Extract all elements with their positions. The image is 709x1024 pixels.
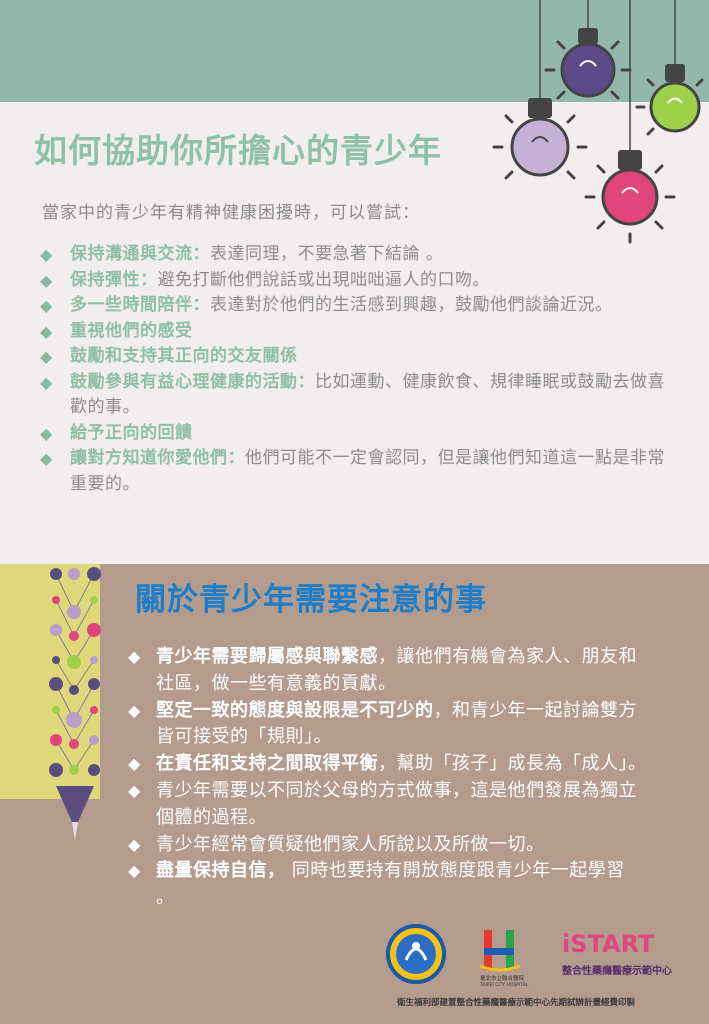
list-item: ◆ 保持彈性：避免打斷他們說話或出現咄咄逼人的口吻。 [40, 268, 670, 294]
purple-bulb-icon [544, 28, 632, 100]
list-item: ◆ 青少年需要以不同於父母的方式做事，這是他們發展為獨立個體的過程。 [128, 779, 637, 828]
diamond-bullet-icon: ◆ [128, 700, 141, 720]
diamond-bullet-icon: ◆ [40, 296, 53, 315]
diamond-bullet-icon: ◆ [128, 861, 141, 881]
list-item: ◆ 鼓勵和支持其正向的交友關係 [40, 344, 670, 370]
diamond-bullet-icon: ◆ [40, 423, 53, 443]
list-item: ◆ 保持溝通與交流：表達同理，不要急著下結論 。 [40, 242, 670, 268]
notes-list: ◆ 青少年需要歸屬感與聯繫感，讓他們有機會為家人、朋友和社區，做一些有意義的貢獻。… [128, 644, 648, 912]
section-title: 關於青少年需要注意的事 [135, 582, 487, 618]
diamond-bullet-icon: ◆ [40, 449, 53, 468]
green-bulb-icon [635, 64, 704, 136]
light-bulbs-illustration [492, 0, 704, 244]
upper-panel [0, 102, 709, 564]
lavender-bulb-icon [492, 98, 588, 180]
diamond-bullet-icon: ◆ [128, 834, 141, 854]
footer-text: 衛生福利部建置整合性藥癮醫療示範中心先期試辦計畫經費印製 [397, 998, 636, 1008]
svg-text:iSTART: iSTART [562, 930, 655, 958]
list-item: ◆ 多一些時間陪伴：表達對於他們的生活感到興趣，鼓勵他們談論近況。 [40, 293, 670, 319]
diamond-bullet-icon: ◆ [40, 321, 53, 341]
pink-bulb-icon [584, 150, 676, 244]
sponsor-logos: 臺北市立聯合醫院 TAIPEI CITY HOSPITAL iSTART 整合性… [386, 924, 672, 988]
diamond-bullet-icon: ◆ [40, 347, 53, 366]
svg-text:臺北市立聯合醫院: 臺北市立聯合醫院 [480, 974, 525, 982]
list-item: ◆ 堅定一致的態度與設限是不可少的，和青少年一起討論雙方皆可接受的「規則」。 [128, 699, 637, 748]
taipei-city-hospital-logo: 臺北市立聯合醫院 TAIPEI CITY HOSPITAL [479, 930, 529, 988]
pencil-dots-illustration [49, 567, 101, 840]
list-item: ◆ 在責任和支持之間取得平衡，幫助「孩子」成長為「成人」。 [128, 751, 648, 778]
intro-text: 當家中的青少年有精神健康困擾時，可以嘗試： [42, 203, 420, 223]
istart-logo: iSTART 整合性藥癮醫療示範中心 [561, 930, 672, 977]
svg-text:TAIPEI CITY HOSPITAL: TAIPEI CITY HOSPITAL [479, 982, 529, 988]
lower-panel [0, 564, 709, 1024]
svg-text:整合性藥癮醫療示範中心: 整合性藥癮醫療示範中心 [561, 964, 672, 977]
diamond-bullet-icon: ◆ [128, 780, 141, 800]
diamond-bullet-icon: ◆ [40, 245, 53, 264]
page-title: 如何協助你所擔心的青少年 [34, 131, 442, 170]
list-item: ◆ 青少年經常會質疑他們家人所說以及所做一切。 [128, 832, 648, 859]
tips-list: ◆ 保持溝通與交流：表達同理，不要急著下結論 。 ◆ 保持彈性：避免打斷他們說話或出… [40, 242, 670, 497]
diamond-bullet-icon: ◆ [40, 372, 53, 392]
list-item: ◆ 給予正向的回饋 [40, 421, 670, 447]
diamond-bullet-icon: ◆ [40, 270, 53, 290]
list-item: ◆ 盡量保持自信， 同時也要持有開放態度跟青少年一起學習 。 [128, 860, 625, 909]
list-item: ◆ 青少年需要歸屬感與聯繫感，讓他們有機會為家人、朋友和社區，做一些有意義的貢獻。 [128, 646, 637, 694]
diamond-bullet-icon: ◆ [128, 647, 141, 666]
list-item: ◆ 重視他們的感受 [40, 319, 670, 345]
list-item: ◆ 讓對方知道你愛他們：他們可能不一定會認同，但是讓他們知道這一點是非常重要的。 [40, 448, 665, 494]
ministry-seal-icon [386, 924, 446, 984]
diamond-bullet-icon: ◆ [128, 754, 141, 774]
list-item: ◆ 鼓勵參與有益心理健康的活動：比如運動、健康飲食、規律睡眠或鼓勵去做喜歡的事。 [40, 371, 665, 418]
